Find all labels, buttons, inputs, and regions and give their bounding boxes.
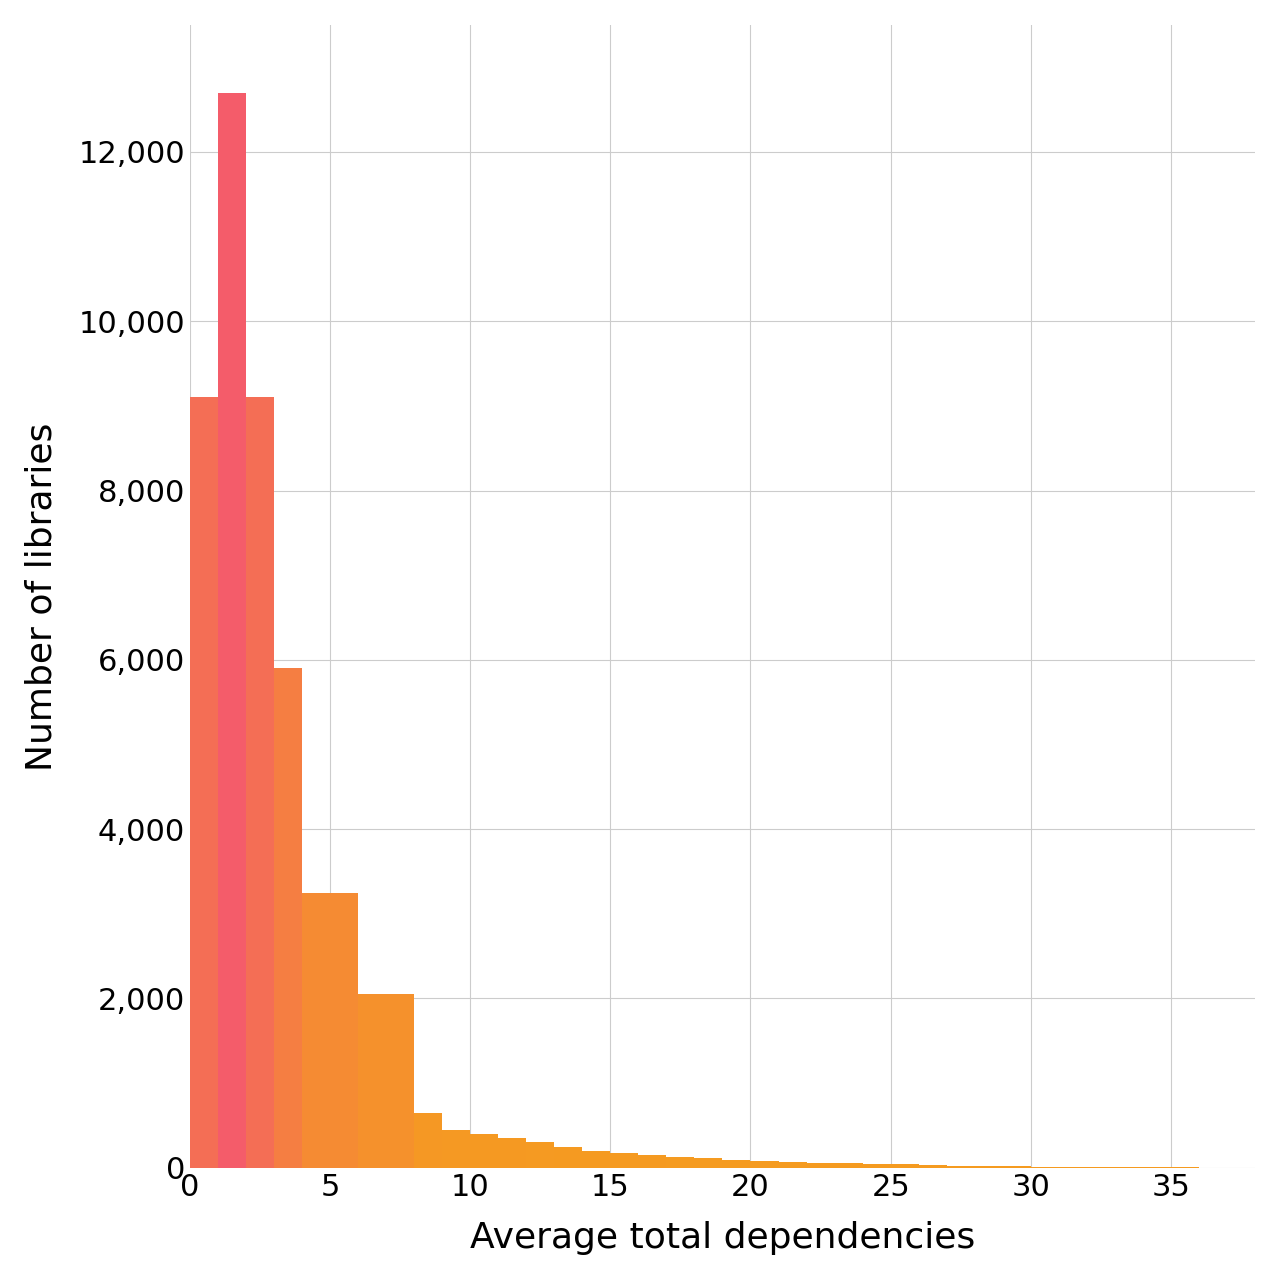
Bar <box>415 1112 442 1167</box>
Bar <box>806 1162 835 1167</box>
Bar <box>947 1166 974 1167</box>
Bar <box>330 892 358 1167</box>
Bar <box>498 1138 526 1167</box>
Bar <box>218 92 246 1167</box>
Bar <box>358 995 387 1167</box>
Bar <box>554 1147 582 1167</box>
Bar <box>891 1165 919 1167</box>
Bar <box>695 1158 722 1167</box>
Bar <box>274 668 302 1167</box>
Bar <box>778 1162 806 1167</box>
Bar <box>667 1157 695 1167</box>
Bar <box>750 1161 778 1167</box>
Bar <box>639 1155 667 1167</box>
X-axis label: Average total dependencies: Average total dependencies <box>470 1221 975 1254</box>
Bar <box>835 1164 863 1167</box>
Bar <box>246 397 274 1167</box>
Bar <box>611 1153 639 1167</box>
Bar <box>863 1164 891 1167</box>
Bar <box>387 995 415 1167</box>
Bar <box>974 1166 1002 1167</box>
Bar <box>582 1151 611 1167</box>
Y-axis label: Number of libraries: Number of libraries <box>26 422 59 771</box>
Bar <box>526 1142 554 1167</box>
Bar <box>442 1130 470 1167</box>
Bar <box>470 1134 498 1167</box>
Bar <box>189 397 218 1167</box>
Bar <box>302 892 330 1167</box>
Bar <box>919 1165 947 1167</box>
Bar <box>722 1160 750 1167</box>
